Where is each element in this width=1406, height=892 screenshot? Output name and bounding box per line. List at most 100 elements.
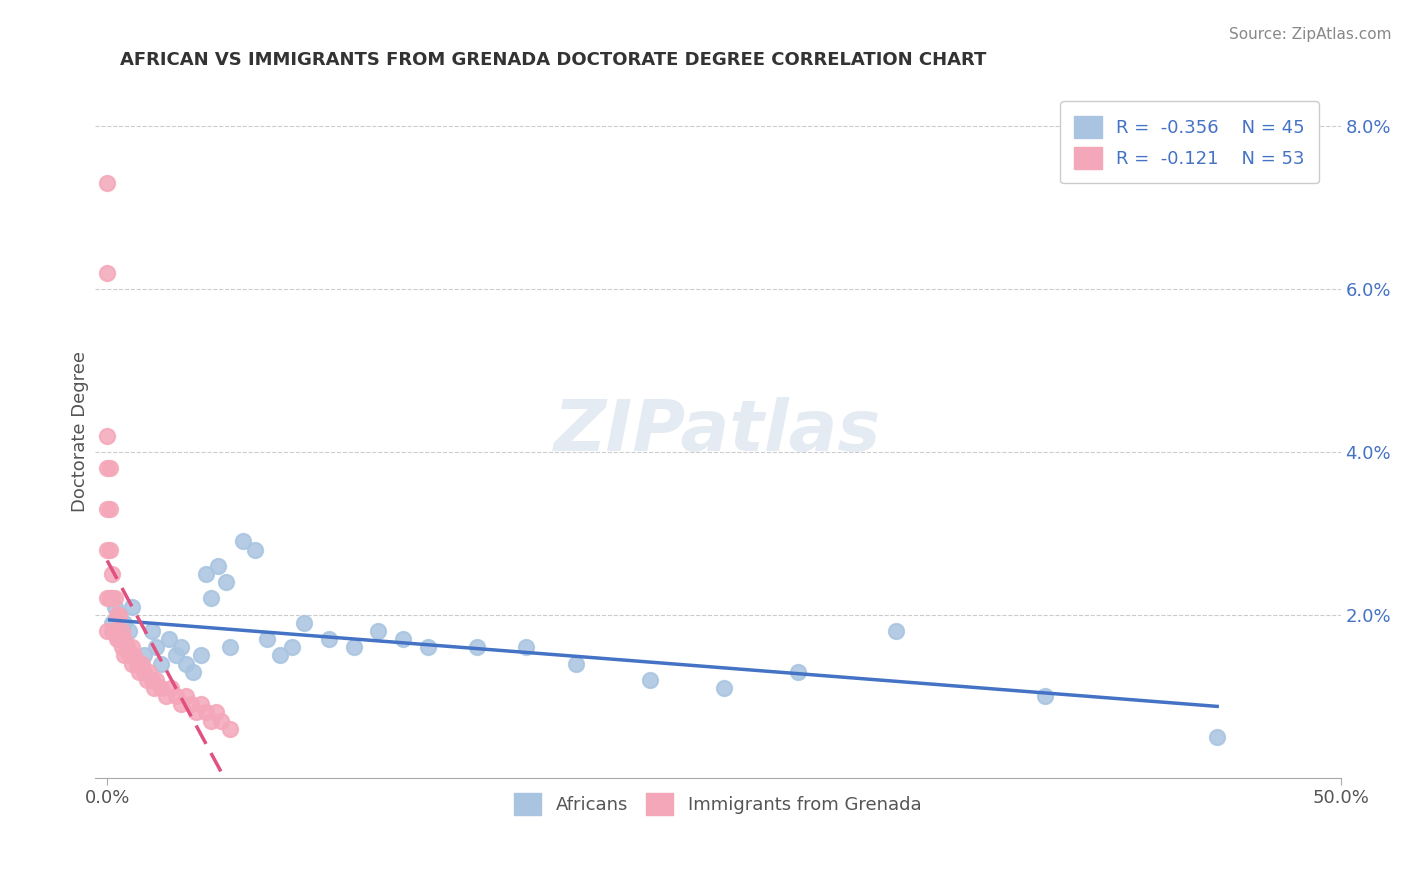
- Point: [98, 591, 121, 606]
- Point: [135, 673, 157, 687]
- Point: [209, 714, 232, 728]
- Point: [96, 542, 118, 557]
- Point: [565, 657, 588, 671]
- Point: [118, 624, 141, 638]
- Point: [121, 599, 143, 614]
- Point: [157, 632, 180, 647]
- Point: [111, 640, 134, 655]
- Point: [96, 461, 118, 475]
- Point: [269, 648, 291, 663]
- Point: [98, 591, 121, 606]
- Point: [150, 681, 173, 695]
- Point: [155, 689, 177, 703]
- Point: [170, 698, 193, 712]
- Point: [105, 632, 128, 647]
- Point: [713, 681, 735, 695]
- Point: [150, 657, 173, 671]
- Point: [165, 648, 187, 663]
- Point: [638, 673, 661, 687]
- Point: [143, 681, 166, 695]
- Point: [232, 534, 254, 549]
- Point: [105, 607, 128, 622]
- Point: [101, 567, 124, 582]
- Point: [141, 673, 163, 687]
- Point: [343, 640, 366, 655]
- Point: [134, 665, 156, 679]
- Text: AFRICAN VS IMMIGRANTS FROM GRENADA DOCTORATE DEGREE CORRELATION CHART: AFRICAN VS IMMIGRANTS FROM GRENADA DOCTO…: [120, 51, 986, 69]
- Point: [121, 640, 143, 655]
- Point: [256, 632, 278, 647]
- Point: [98, 501, 121, 516]
- Point: [112, 615, 135, 630]
- Point: [98, 461, 121, 475]
- Point: [111, 624, 134, 638]
- Point: [160, 681, 183, 695]
- Point: [118, 648, 141, 663]
- Point: [1206, 730, 1229, 744]
- Point: [886, 624, 908, 638]
- Point: [174, 689, 197, 703]
- Point: [131, 657, 153, 671]
- Point: [416, 640, 439, 655]
- Point: [174, 657, 197, 671]
- Point: [122, 648, 145, 663]
- Point: [219, 722, 242, 736]
- Point: [101, 615, 124, 630]
- Point: [190, 698, 212, 712]
- Y-axis label: Doctorate Degree: Doctorate Degree: [72, 351, 89, 512]
- Point: [786, 665, 808, 679]
- Point: [125, 657, 148, 671]
- Point: [98, 542, 121, 557]
- Point: [112, 648, 135, 663]
- Point: [200, 591, 222, 606]
- Point: [101, 624, 124, 638]
- Point: [115, 640, 138, 655]
- Point: [141, 624, 163, 638]
- Point: [96, 591, 118, 606]
- Point: [103, 599, 125, 614]
- Point: [204, 706, 226, 720]
- Point: [465, 640, 488, 655]
- Point: [392, 632, 415, 647]
- Point: [165, 689, 187, 703]
- Point: [180, 698, 202, 712]
- Point: [194, 706, 217, 720]
- Legend: Africans, Immigrants from Grenada: Africans, Immigrants from Grenada: [505, 784, 931, 824]
- Point: [207, 558, 229, 573]
- Point: [103, 591, 125, 606]
- Text: ZIPatlas: ZIPatlas: [554, 397, 882, 466]
- Text: Source: ZipAtlas.com: Source: ZipAtlas.com: [1229, 27, 1392, 42]
- Point: [194, 567, 217, 582]
- Point: [108, 632, 131, 647]
- Point: [318, 632, 340, 647]
- Point: [170, 640, 193, 655]
- Point: [294, 615, 316, 630]
- Point: [108, 607, 131, 622]
- Point: [115, 640, 138, 655]
- Point: [96, 501, 118, 516]
- Point: [214, 575, 236, 590]
- Point: [101, 591, 124, 606]
- Point: [128, 665, 150, 679]
- Point: [145, 640, 167, 655]
- Point: [138, 665, 160, 679]
- Point: [134, 648, 156, 663]
- Point: [111, 632, 134, 647]
- Point: [515, 640, 537, 655]
- Point: [108, 607, 131, 622]
- Point: [103, 624, 125, 638]
- Point: [367, 624, 389, 638]
- Point: [96, 624, 118, 638]
- Point: [219, 640, 242, 655]
- Point: [96, 176, 118, 190]
- Point: [1033, 689, 1056, 703]
- Point: [96, 428, 118, 442]
- Point: [190, 648, 212, 663]
- Point: [200, 714, 222, 728]
- Point: [243, 542, 266, 557]
- Point: [145, 673, 167, 687]
- Point: [96, 266, 118, 280]
- Point: [184, 706, 207, 720]
- Point: [105, 624, 128, 638]
- Point: [121, 657, 143, 671]
